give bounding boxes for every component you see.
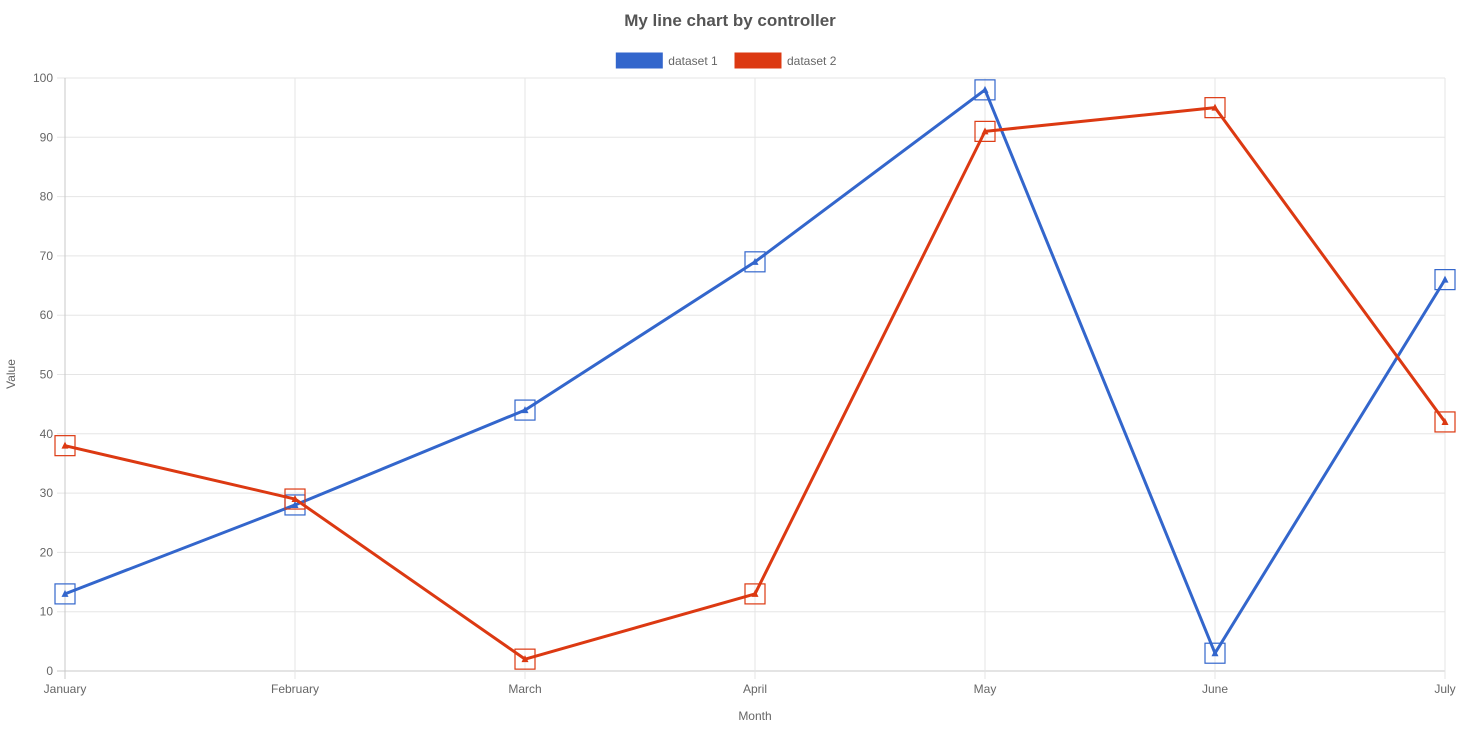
x-tick-label: May	[974, 682, 997, 696]
data-point-marker	[1441, 417, 1449, 425]
x-tick-label: February	[271, 682, 319, 696]
data-point-box[interactable]	[1434, 269, 1456, 291]
data-point-marker	[291, 500, 299, 508]
y-tick-label: 40	[40, 427, 54, 441]
y-tick-label: 10	[40, 605, 54, 619]
data-point-box[interactable]	[974, 79, 996, 101]
y-tick-label: 70	[40, 249, 54, 263]
data-point-box[interactable]	[54, 435, 76, 457]
data-point-marker	[1211, 103, 1219, 111]
data-point-box[interactable]	[1204, 642, 1226, 664]
data-point-box[interactable]	[744, 251, 766, 273]
data-point-marker	[61, 589, 69, 597]
data-point-marker	[521, 655, 529, 663]
series	[54, 97, 1456, 670]
data-point-marker	[1441, 275, 1449, 283]
series-layer	[54, 79, 1456, 670]
legend-label: dataset 1	[668, 54, 718, 68]
x-tick-label: April	[743, 682, 767, 696]
data-point-box[interactable]	[1204, 97, 1226, 119]
data-point-marker	[981, 85, 989, 93]
chart-grid	[57, 77, 1446, 679]
data-point-box[interactable]	[744, 583, 766, 605]
legend[interactable]: dataset 1 dataset 2	[615, 52, 837, 69]
y-axis: 0 10 20 30 40 50 60 70 80 90 100	[33, 71, 53, 678]
y-axis-title: Value	[4, 359, 18, 389]
data-point-marker	[521, 406, 529, 414]
x-tick-label: June	[1202, 682, 1228, 696]
data-point-marker	[291, 495, 299, 503]
x-tick-label: January	[44, 682, 87, 696]
y-tick-label: 60	[40, 308, 54, 322]
data-point-box[interactable]	[1434, 411, 1456, 433]
y-tick-label: 100	[33, 71, 53, 85]
legend-label: dataset 2	[787, 54, 837, 68]
y-tick-label: 20	[40, 545, 54, 559]
data-point-marker	[61, 441, 69, 449]
y-tick-label: 0	[46, 664, 53, 678]
data-point-marker	[1211, 649, 1219, 657]
legend-swatch	[734, 52, 782, 69]
legend-item[interactable]: dataset 1	[615, 52, 718, 69]
x-axis-title: Month	[738, 709, 771, 723]
x-tick-label: July	[1434, 682, 1455, 696]
legend-swatch	[615, 52, 663, 69]
data-point-box[interactable]	[514, 648, 536, 670]
y-tick-label: 90	[40, 130, 54, 144]
data-point-marker	[981, 127, 989, 135]
y-tick-label: 30	[40, 486, 54, 500]
data-point-box[interactable]	[284, 488, 306, 510]
legend-item[interactable]: dataset 2	[734, 52, 837, 69]
y-tick-label: 50	[40, 368, 54, 382]
chart-title: My line chart by controller	[624, 11, 836, 30]
data-point-box[interactable]	[974, 120, 996, 142]
data-point-box[interactable]	[54, 583, 76, 605]
x-tick-label: March	[508, 682, 541, 696]
data-point-box[interactable]	[514, 399, 536, 421]
x-axis: January February March April May June July	[44, 682, 1456, 696]
data-point-marker	[751, 257, 759, 265]
data-point-marker	[751, 589, 759, 597]
y-tick-label: 80	[40, 190, 54, 204]
